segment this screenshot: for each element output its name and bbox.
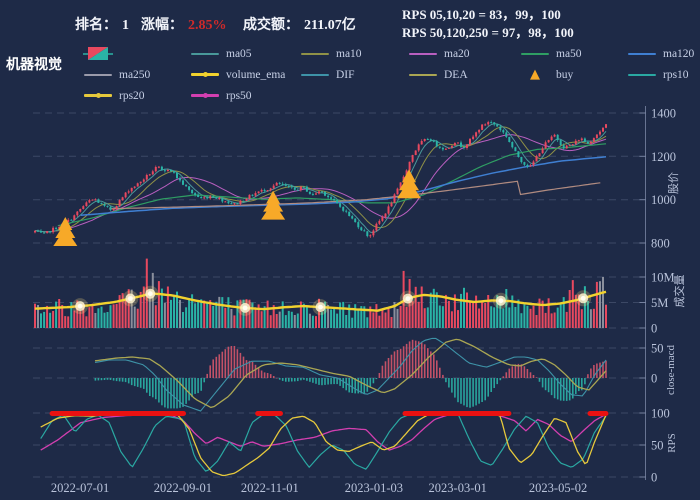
turnover-stat: 成交额： 211.07亿 <box>243 14 356 34</box>
svg-text:5M: 5M <box>651 296 668 310</box>
svg-text:50: 50 <box>651 439 664 453</box>
svg-text:10M: 10M <box>651 271 675 285</box>
buy-marker-icon <box>397 180 421 199</box>
legend-label-ma120: ma120 <box>663 47 695 60</box>
change-stat: 涨幅： 2.85% <box>141 14 227 34</box>
panel-ylabel: 成交量 <box>672 275 686 308</box>
legend-label-DIF: DIF <box>336 68 355 81</box>
svg-text:1000: 1000 <box>651 193 676 207</box>
rps-panel <box>40 411 609 477</box>
legend-item-volume_ema: volume_ema <box>190 67 285 82</box>
legend-item-ma120: ma120 <box>627 46 694 61</box>
svg-text:0: 0 <box>651 372 657 386</box>
turnover-value: 211.07亿 <box>304 18 356 33</box>
legend-label-ma250: ma250 <box>119 68 151 81</box>
legend-label-rps20: rps20 <box>119 89 145 102</box>
legend-label-volume_ema: volume_ema <box>226 68 286 81</box>
legend-item-ma20: ma20 <box>408 46 470 61</box>
price-panel <box>34 120 607 246</box>
rps-long-periods: RPS 50,120,250 = 97，98，100 <box>402 25 574 40</box>
change-label: 涨幅： <box>141 18 183 33</box>
ma20-line-icon <box>409 52 437 55</box>
legend-label-ma05: ma05 <box>226 47 252 60</box>
rps10-line-icon <box>628 73 656 76</box>
x-tick-label: 2022-07-01 <box>51 481 109 495</box>
buy-triangle-icon: ▲ <box>530 67 540 82</box>
legend-label-DEA: DEA <box>444 68 468 81</box>
panel-ylabel: close-macd <box>665 344 677 395</box>
rps50-line-icon <box>191 92 219 98</box>
ma120-line-icon <box>628 52 656 55</box>
legend-label-buy: buy <box>556 68 574 81</box>
legend-label-rps10: rps10 <box>663 68 689 81</box>
legend-label-ma10: ma10 <box>336 47 362 60</box>
turnover-label: 成交额： <box>243 18 299 33</box>
rps20-line-icon <box>84 92 112 98</box>
rank-stat: 排名： 1 <box>75 14 129 34</box>
svg-text:1400: 1400 <box>651 107 676 121</box>
legend-item-buy: ▲ buy <box>520 67 573 82</box>
rps-summary: RPS 05,10,20 = 83，99，100 RPS 50,120,250 … <box>402 6 574 42</box>
legend-item-rps50: rps50 <box>190 88 252 103</box>
legend-item-ma250: ma250 <box>83 67 150 82</box>
ma50-line-icon <box>521 52 549 55</box>
svg-text:800: 800 <box>651 237 670 251</box>
page-title: 机器视觉 <box>6 58 62 73</box>
ma250-line-icon <box>84 73 112 76</box>
rps-short-periods: RPS 05,10,20 = 83，99，100 <box>402 7 561 22</box>
legend-label-rps50: rps50 <box>226 89 252 102</box>
legend-label-ma20: ma20 <box>444 47 470 60</box>
volume_ema-line-icon <box>191 71 219 77</box>
DIF-line-icon <box>301 73 329 76</box>
panel-ylabel: 股价 <box>667 172 680 194</box>
candlestick-icon <box>83 46 113 60</box>
legend-item-ma10: ma10 <box>300 46 362 61</box>
macd-panel <box>94 337 607 412</box>
svg-text:50: 50 <box>651 342 664 356</box>
buy-marker-icon <box>261 201 286 220</box>
legend-label-ma50: ma50 <box>556 47 582 60</box>
rank-value: 1 <box>122 18 129 33</box>
ma05-line-icon <box>191 52 219 55</box>
change-value: 2.85% <box>188 18 227 33</box>
x-tick-label: 2022-09-01 <box>154 481 212 495</box>
svg-text:100: 100 <box>651 407 670 421</box>
x-tick-label: 2023-05-02 <box>529 481 587 495</box>
buy-marker-icon <box>53 228 78 246</box>
legend-item-klines <box>83 46 119 61</box>
ma10-line-icon <box>301 52 329 55</box>
svg-text:0: 0 <box>651 322 657 336</box>
svg-text:0: 0 <box>651 471 657 485</box>
legend-item-ma05: ma05 <box>190 46 252 61</box>
legend-item-DIF: DIF <box>300 67 355 82</box>
DEA-line-icon <box>409 73 437 76</box>
legend-item-DEA: DEA <box>408 67 468 82</box>
x-tick-label: 2022-11-01 <box>241 481 299 495</box>
panel-ylabel: RPS <box>666 433 678 453</box>
legend-item-rps10: rps10 <box>627 67 689 82</box>
legend: ma05 ma10 ma20 ma50 ma120 ma250 volume_ema DIF D… <box>0 0 700 110</box>
svg-text:1200: 1200 <box>651 150 676 164</box>
legend-item-rps20: rps20 <box>83 88 145 103</box>
volume-panel <box>34 258 607 328</box>
x-tick-label: 2023-03-01 <box>429 481 487 495</box>
rank-label: 排名： <box>75 18 117 33</box>
x-tick-label: 2023-01-03 <box>345 481 403 495</box>
legend-item-ma50: ma50 <box>520 46 582 61</box>
